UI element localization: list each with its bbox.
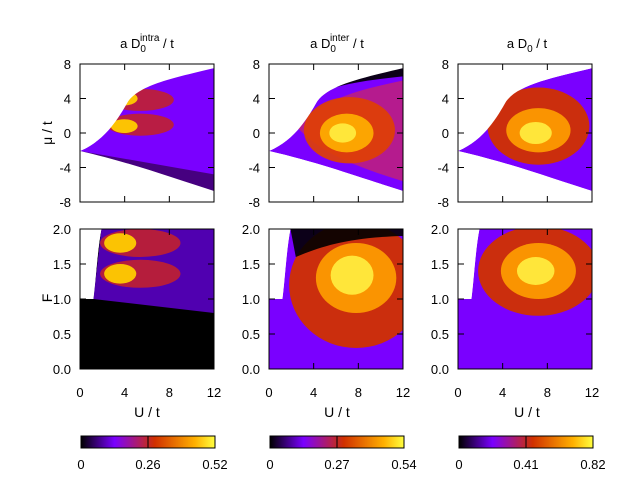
colorbar-inter-min: 0 [266,457,273,472]
panel-bottom-intra-ytick-1.5: 1.5 [53,257,71,272]
x-axis-label-col2: U / t [324,404,350,420]
panel-top-intra-ytick-4: 4 [64,92,71,107]
panel-bottom-total-xtick-4: 4 [499,385,506,400]
panel-top-total-ytick-8: 8 [442,57,449,72]
panel-top-total-ytick-4: 4 [442,92,449,107]
x-axis-label-col3: U / t [514,404,540,420]
colorbar-inter-max: 0.54 [391,457,416,472]
colorbar-inter-mid: 0.27 [324,457,349,472]
panel-bottom-intra-ytick-0.5: 0.5 [53,327,71,342]
panel-top-inter: 8 4 0 -4 -8 [248,57,404,210]
panel-bottom-inter-ytick-1.0: 1.0 [242,292,260,307]
panel-bottom-inter-xtick-8: 8 [355,385,362,400]
colorbar-intra-mid: 0.26 [135,457,160,472]
panel-top-intra-ytick-0: 0 [64,126,71,141]
panel-bottom-total-ytick-0.5: 0.5 [431,327,449,342]
panel-bottom-inter: 0 4 8 12 2.0 1.5 1.0 0.5 0.0 [242,222,410,400]
panel-bottom-inter-ytick-1.5: 1.5 [242,257,260,272]
panel-top-intra-ytick--8: -8 [59,195,71,210]
panel-top-inter-ytick--4: -4 [248,161,260,176]
colorbar-total-mid: 0.41 [513,457,538,472]
panel-top-intra: 8 4 0 -4 -8 [59,57,215,210]
x-axis-label-col1: U / t [134,404,160,420]
panel-bottom-intra-ytick-2.0: 2.0 [53,222,71,237]
panel-bottom-inter-xtick-12: 12 [396,385,410,400]
panel-bottom-total: 0 4 8 12 2.0 1.5 1.0 0.5 0.0 [431,222,599,400]
panel-bottom-inter-ytick-0.5: 0.5 [242,327,260,342]
panel-bottom-intra-xtick-4: 4 [121,385,128,400]
colorbar-intra-max: 0.52 [202,457,227,472]
colorbar-total: 0 0.41 0.82 [455,435,606,472]
panel-top-total: 8 4 0 -4 -8 [437,57,593,210]
panel-bottom-total-xtick-12: 12 [585,385,599,400]
y-axis-label-mu: μ / t [39,121,55,145]
panel-title-intra: a D0intra / t [120,33,174,55]
panels: 8 4 0 -4 -8 8 4 0 -4 -8 8 4 0 -4 -8 0 4 8 12 2.0 1.5 1.0 0.5 0.… [53,57,599,400]
panel-top-total-ytick--4: -4 [437,161,449,176]
panel-bottom-total-ytick-2.0: 2.0 [431,222,449,237]
panel-bottom-intra: 0 4 8 12 2.0 1.5 1.0 0.5 0.0 [53,222,221,400]
panel-top-inter-ytick-4: 4 [253,92,260,107]
panel-bottom-intra-ytick-1.0: 1.0 [53,292,71,307]
panel-top-inter-ytick-0: 0 [253,126,260,141]
panel-bottom-inter-xtick-4: 4 [310,385,317,400]
panel-bottom-total-ytick-1.0: 1.0 [431,292,449,307]
colorbar-total-min: 0 [455,457,462,472]
panel-bottom-total-xtick-8: 8 [544,385,551,400]
colorbar-total-max: 0.82 [580,457,605,472]
panel-bottom-total-xtick-0: 0 [454,385,461,400]
panel-top-total-ytick--8: -8 [437,195,449,210]
panel-bottom-intra-xtick-0: 0 [76,385,83,400]
panel-bottom-inter-xtick-0: 0 [265,385,272,400]
panel-bottom-total-ytick-0.0: 0.0 [431,362,449,377]
panel-title-total: a D0 / t [507,36,548,55]
colorbar-intra: 0 0.26 0.52 [77,435,228,472]
panel-title-inter: a D0inter / t [310,33,364,55]
panel-top-inter-ytick-8: 8 [253,57,260,72]
panel-top-intra-ytick--4: -4 [59,161,71,176]
panel-bottom-total-ytick-1.5: 1.5 [431,257,449,272]
panel-top-intra-ytick-8: 8 [64,57,71,72]
panel-bottom-inter-ytick-0.0: 0.0 [242,362,260,377]
panel-bottom-intra-xtick-12: 12 [207,385,221,400]
panel-bottom-intra-ytick-0.0: 0.0 [53,362,71,377]
colorbar-inter: 0 0.27 0.54 [266,435,417,472]
panel-bottom-inter-ytick-2.0: 2.0 [242,222,260,237]
y-axis-label-F: F [39,294,55,303]
panel-top-total-ytick-0: 0 [442,126,449,141]
panel-top-inter-ytick--8: -8 [248,195,260,210]
colorbar-intra-min: 0 [77,457,84,472]
panel-bottom-intra-xtick-8: 8 [166,385,173,400]
